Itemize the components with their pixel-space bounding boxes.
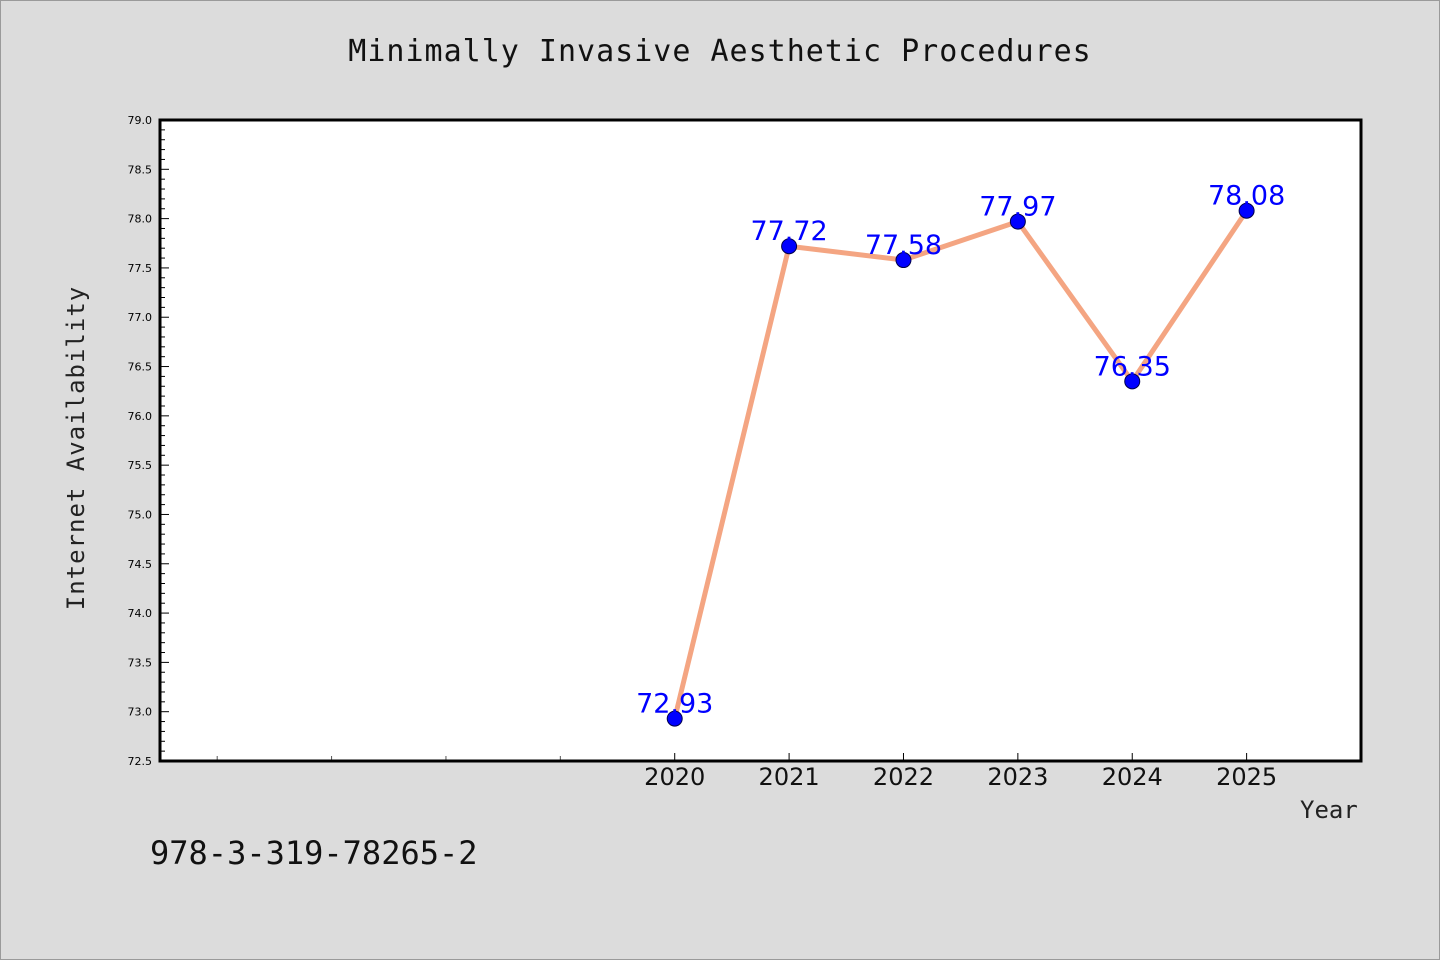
series-line bbox=[672, 209, 1249, 720]
data-point bbox=[895, 252, 912, 269]
y-tick-label: 75.0 bbox=[128, 508, 153, 521]
y-tick-label: 78.5 bbox=[128, 163, 153, 176]
y-tick-label: 76.5 bbox=[128, 361, 153, 374]
x-tick-label: 2022 bbox=[873, 763, 934, 791]
data-label: 76.35 bbox=[1094, 351, 1171, 382]
footnote-isbn: 978-3-319-78265-2 bbox=[150, 834, 478, 872]
data-labels-group: 72.93 77.72 77.58 77.97 76.35 78.08 bbox=[636, 181, 1285, 720]
plot-border bbox=[158, 118, 1363, 763]
x-tick-label: 2020 bbox=[644, 763, 705, 791]
y-tick-label: 72.5 bbox=[128, 755, 153, 768]
y-tick-label: 74.0 bbox=[128, 607, 153, 620]
data-label: 72.93 bbox=[636, 689, 713, 720]
x-tick-label: 2025 bbox=[1216, 763, 1277, 791]
x-tick-label: 2024 bbox=[1102, 763, 1163, 791]
y-tick-label: 77.0 bbox=[128, 311, 153, 324]
y-tick-label: 77.5 bbox=[128, 262, 153, 275]
data-label: 78.08 bbox=[1208, 181, 1285, 212]
data-point bbox=[1238, 202, 1255, 219]
data-point bbox=[1124, 373, 1141, 390]
data-label: 77.58 bbox=[865, 230, 942, 261]
data-point bbox=[666, 710, 683, 727]
y-tick-label: 73.0 bbox=[128, 706, 153, 719]
x-tick-label: 2023 bbox=[987, 763, 1048, 791]
y-tick-label: 73.5 bbox=[128, 656, 153, 669]
y-tick-label: 76.0 bbox=[128, 410, 153, 423]
y-tick-label: 78.0 bbox=[128, 213, 153, 226]
y-axis-ticks: 72.5 73.0 73.5 74.0 74.5 75.0 75.5 76.0 76.5 77.0… bbox=[128, 114, 169, 768]
data-label: 77.72 bbox=[750, 216, 827, 247]
data-point bbox=[781, 238, 798, 255]
y-tick-label: 74.5 bbox=[128, 558, 153, 571]
x-axis-ticks: 2020 2021 2022 2023 2024 2025 bbox=[216, 753, 1277, 791]
series-group bbox=[666, 202, 1255, 727]
x-axis-label: Year bbox=[1300, 796, 1358, 824]
plot-area bbox=[160, 120, 1361, 761]
data-label: 77.97 bbox=[979, 192, 1056, 223]
y-tick-label: 79.0 bbox=[128, 114, 153, 127]
data-point bbox=[1009, 213, 1026, 230]
chart-title: Minimally Invasive Aesthetic Procedures bbox=[348, 34, 1092, 69]
x-tick-label: 2021 bbox=[759, 763, 820, 791]
y-tick-label: 75.5 bbox=[128, 459, 153, 472]
